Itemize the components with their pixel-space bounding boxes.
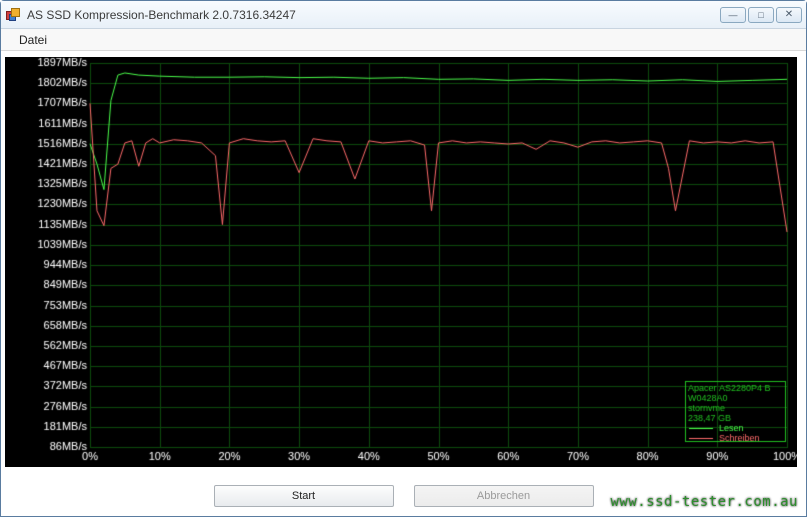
window-title: AS SSD Kompression-Benchmark 2.0.7316.34… <box>27 8 720 22</box>
window-controls: — □ ✕ <box>720 7 802 23</box>
titlebar: AS SSD Kompression-Benchmark 2.0.7316.34… <box>1 1 806 29</box>
start-button[interactable]: Start <box>214 485 394 507</box>
button-row: Start Abbrechen www.ssd-tester.com.au <box>1 476 806 516</box>
minimize-button[interactable]: — <box>720 7 746 23</box>
app-window: AS SSD Kompression-Benchmark 2.0.7316.34… <box>0 0 807 517</box>
menu-file[interactable]: Datei <box>11 31 55 49</box>
maximize-button[interactable]: □ <box>748 7 774 23</box>
menubar: Datei <box>1 29 806 51</box>
chart-area <box>1 51 806 476</box>
watermark-text: www.ssd-tester.com.au <box>610 494 798 510</box>
compression-chart <box>5 57 797 467</box>
app-icon <box>5 7 21 23</box>
close-button[interactable]: ✕ <box>776 7 802 23</box>
cancel-button[interactable]: Abbrechen <box>414 485 594 507</box>
